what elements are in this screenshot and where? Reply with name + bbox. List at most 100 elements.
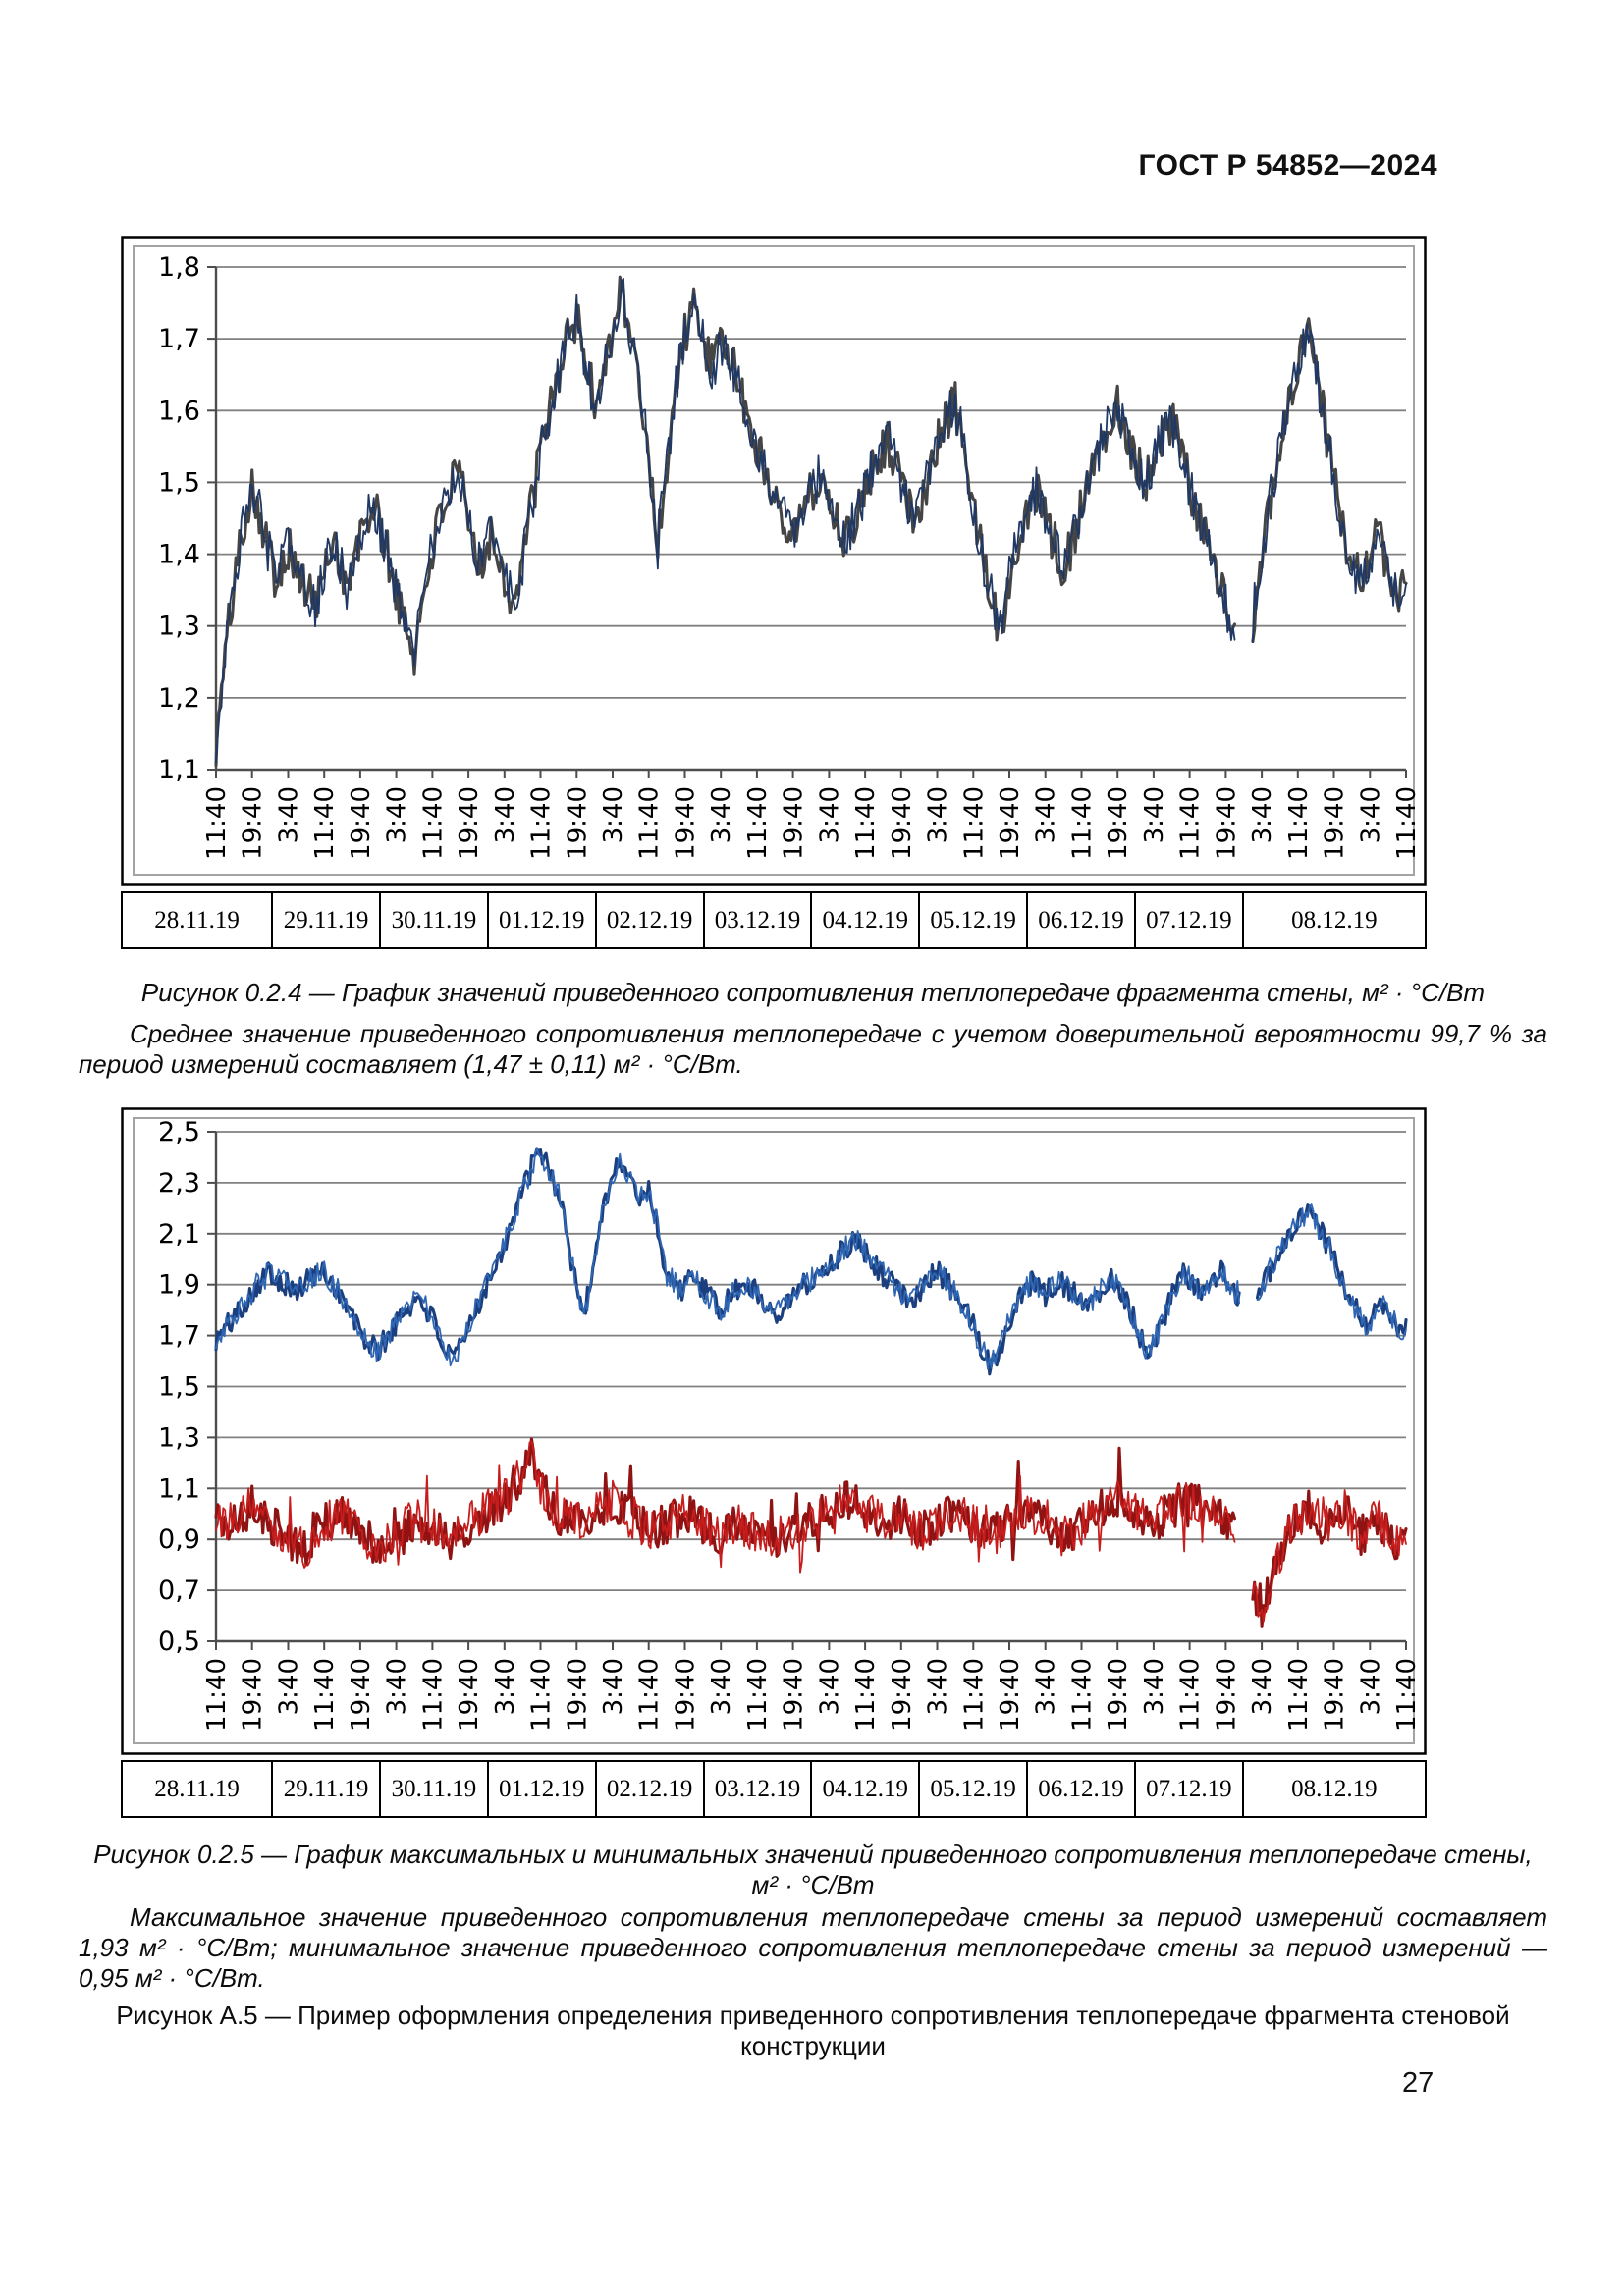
svg-text:1,6: 1,6 — [158, 396, 200, 426]
figure-0-2-5-date-axis: 28.11.19 29.11.19 30.11.19 01.12.19 02.12.19… — [121, 1760, 1427, 1818]
date-cell: 06.12.19 — [1028, 1762, 1136, 1816]
figure-0-2-4-date-axis: 28.11.19 29.11.19 30.11.19 01.12.19 02.12.19… — [121, 891, 1427, 949]
svg-text:1,5: 1,5 — [158, 1372, 200, 1403]
svg-text:3:40: 3:40 — [924, 786, 953, 843]
svg-text:1,7: 1,7 — [158, 1321, 200, 1352]
svg-text:1,8: 1,8 — [158, 252, 200, 283]
date-cell: 28.11.19 — [123, 893, 274, 947]
svg-text:11:40: 11:40 — [635, 786, 665, 860]
svg-text:19:40: 19:40 — [996, 786, 1025, 860]
svg-text:3:40: 3:40 — [924, 1658, 953, 1715]
svg-text:19:40: 19:40 — [563, 786, 592, 860]
svg-text:3:40: 3:40 — [707, 1658, 736, 1715]
svg-text:11:40: 11:40 — [743, 786, 773, 860]
svg-text:11:40: 11:40 — [959, 1658, 989, 1732]
date-cell: 06.12.19 — [1028, 893, 1136, 947]
figure-0-2-5-chart: 2,52,32,11,91,71,51,31,10,90,70,511:40 19… — [121, 1107, 1427, 1755]
svg-text:3:40: 3:40 — [1032, 786, 1061, 843]
date-cell: 30.11.19 — [381, 1762, 489, 1816]
svg-text:11:40: 11:40 — [1284, 786, 1314, 860]
svg-text:3:40: 3:40 — [1356, 1658, 1385, 1715]
svg-text:11:40: 11:40 — [418, 1658, 448, 1732]
svg-text:3:40: 3:40 — [1032, 1658, 1061, 1715]
date-cell: 05.12.19 — [920, 1762, 1029, 1816]
date-cell: 02.12.19 — [597, 1762, 705, 1816]
svg-text:11:40: 11:40 — [1176, 1658, 1206, 1732]
svg-text:1,7: 1,7 — [158, 324, 200, 354]
svg-text:19:40: 19:40 — [780, 786, 809, 860]
date-cell: 30.11.19 — [381, 893, 489, 947]
svg-text:19:40: 19:40 — [239, 786, 268, 860]
svg-text:19:40: 19:40 — [1321, 786, 1350, 860]
svg-text:19:40: 19:40 — [672, 1658, 701, 1732]
figure-a5-caption: Рисунок А.5 — Пример оформления определе… — [79, 2001, 1547, 2061]
svg-text:3:40: 3:40 — [275, 1658, 304, 1715]
figure-0-2-4-caption: Рисунок 0.2.4 — График значений приведен… — [140, 978, 1486, 1007]
date-cell: 08.12.19 — [1291, 906, 1378, 934]
svg-text:11:40: 11:40 — [1392, 786, 1422, 860]
svg-text:1,2: 1,2 — [158, 683, 200, 714]
svg-text:3:40: 3:40 — [1140, 786, 1169, 843]
paragraph-max-min-value: Максимальное значение приведенного сопро… — [79, 1902, 1547, 1993]
date-cell: 07.12.19 — [1136, 1762, 1244, 1816]
svg-text:3:40: 3:40 — [815, 1658, 844, 1715]
svg-text:3:40: 3:40 — [1140, 1658, 1169, 1715]
document-header: ГОСТ Р 54852—2024 — [1138, 149, 1437, 182]
svg-text:3:40: 3:40 — [383, 786, 412, 843]
svg-text:19:40: 19:40 — [780, 1658, 809, 1732]
svg-text:3:40: 3:40 — [491, 786, 520, 843]
svg-text:11:40: 11:40 — [310, 786, 340, 860]
svg-text:19:40: 19:40 — [1321, 1658, 1350, 1732]
date-cell: 03.12.19 — [705, 1762, 813, 1816]
svg-text:19:40: 19:40 — [455, 1658, 484, 1732]
date-cell: 28.11.19 — [123, 1762, 274, 1816]
svg-text:19:40: 19:40 — [347, 786, 376, 860]
figure-0-2-4-chart: 1,81,71,61,51,41,31,21,111:40 19:40 3:40 11… — [121, 236, 1427, 886]
svg-text:19:40: 19:40 — [672, 786, 701, 860]
svg-text:11:40: 11:40 — [527, 1658, 557, 1732]
svg-text:3:40: 3:40 — [1248, 1658, 1277, 1715]
svg-text:19:40: 19:40 — [239, 1658, 268, 1732]
svg-text:3:40: 3:40 — [491, 1658, 520, 1715]
svg-text:11:40: 11:40 — [1392, 1658, 1422, 1732]
date-cell: 29.11.19 — [273, 893, 381, 947]
svg-text:0,5: 0,5 — [158, 1627, 200, 1657]
figure-a5-caption-text: Рисунок А.5 — Пример оформления определе… — [116, 2001, 1510, 2060]
figure-0-2-5-caption: Рисунок 0.2.5 — График максимальных и ми… — [93, 1840, 1533, 1899]
svg-text:11:40: 11:40 — [527, 786, 557, 860]
svg-text:0,9: 0,9 — [158, 1524, 200, 1555]
svg-text:1,4: 1,4 — [158, 540, 200, 570]
svg-text:19:40: 19:40 — [1104, 1658, 1133, 1732]
svg-text:3:40: 3:40 — [383, 1658, 412, 1715]
svg-text:19:40: 19:40 — [1104, 786, 1133, 860]
svg-text:3:40: 3:40 — [1248, 786, 1277, 843]
svg-text:1,3: 1,3 — [158, 612, 200, 642]
date-cell: 03.12.19 — [705, 893, 813, 947]
svg-text:3:40: 3:40 — [599, 786, 628, 843]
date-cell: 07.12.19 — [1136, 893, 1244, 947]
svg-text:19:40: 19:40 — [888, 1658, 917, 1732]
svg-text:11:40: 11:40 — [851, 786, 881, 860]
svg-text:19:40: 19:40 — [888, 786, 917, 860]
svg-text:19:40: 19:40 — [563, 1658, 592, 1732]
svg-text:11:40: 11:40 — [635, 1658, 665, 1732]
svg-text:11:40: 11:40 — [202, 786, 232, 860]
svg-text:19:40: 19:40 — [1212, 1658, 1241, 1732]
paragraph-average-value: Среднее значение приведенного сопротивле… — [79, 1019, 1547, 1079]
svg-text:11:40: 11:40 — [1068, 1658, 1098, 1732]
svg-text:1,1: 1,1 — [158, 755, 200, 785]
date-cell: 08.12.19 — [1291, 1775, 1378, 1802]
svg-text:1,9: 1,9 — [158, 1270, 200, 1301]
svg-text:3:40: 3:40 — [707, 786, 736, 843]
date-cell: 04.12.19 — [812, 1762, 921, 1816]
svg-text:2,3: 2,3 — [158, 1168, 200, 1199]
svg-text:11:40: 11:40 — [1068, 786, 1098, 860]
date-cell: 02.12.19 — [597, 893, 705, 947]
svg-text:2,5: 2,5 — [158, 1117, 200, 1148]
svg-text:11:40: 11:40 — [418, 786, 448, 860]
svg-text:1,5: 1,5 — [158, 467, 200, 498]
svg-text:19:40: 19:40 — [996, 1658, 1025, 1732]
svg-text:11:40: 11:40 — [851, 1658, 881, 1732]
svg-text:3:40: 3:40 — [275, 786, 304, 843]
